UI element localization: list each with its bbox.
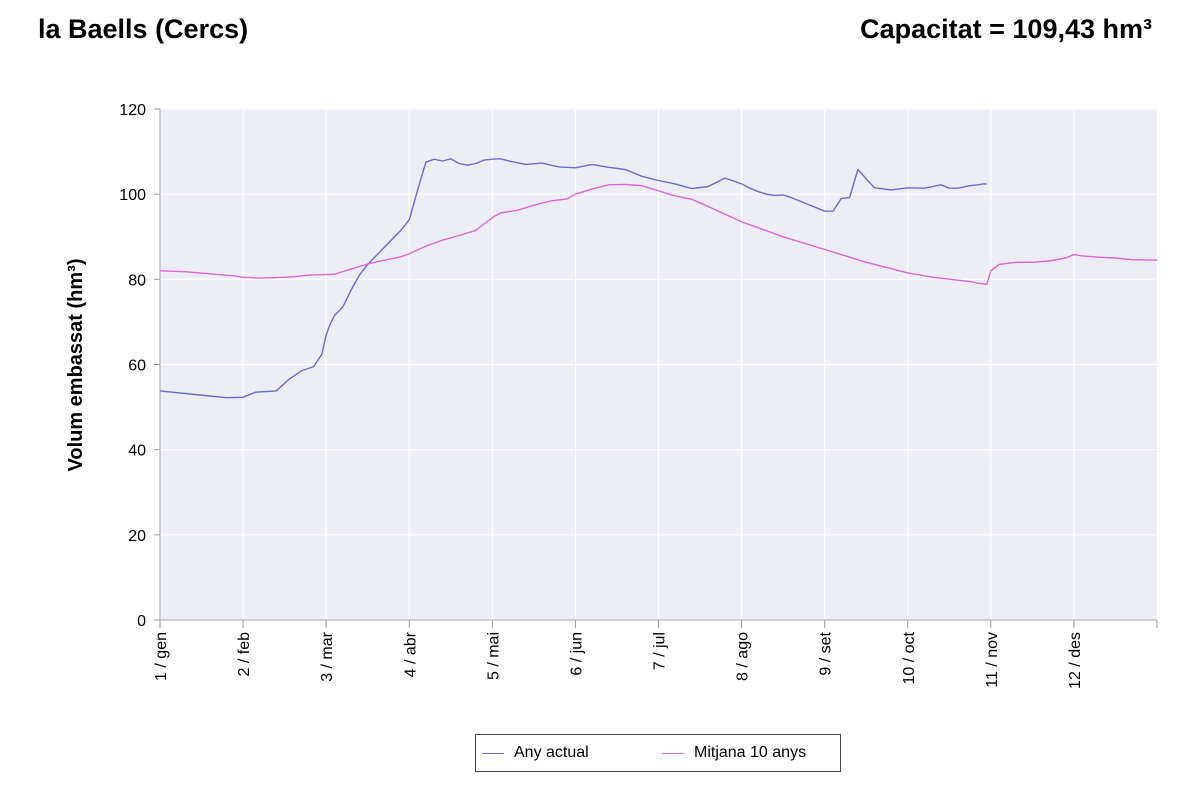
x-tick-label: 11 / nov [984, 632, 1001, 688]
x-tick-label: 10 / oct [901, 631, 918, 684]
y-tick-label: 40 [128, 443, 146, 460]
legend-swatch-any-actual [482, 753, 504, 754]
line-chart: 0 20 40 60 80 100 120 1 / gen 2 / feb 3 / mar 4 / … [65, 102, 1158, 689]
x-tick-label: 3 / mar [319, 631, 336, 681]
y-axis-label: Volum embassat (hm³) [65, 259, 87, 472]
y-tick-label: 80 [128, 272, 146, 289]
y-tick-label: 20 [128, 528, 146, 545]
x-tick-label: 12 / des [1067, 632, 1084, 689]
chart-title: la Baells (Cercs) [38, 14, 249, 44]
x-tick-label: 4 / abr [402, 631, 419, 677]
x-tick-label: 8 / ago [735, 632, 752, 681]
series-line-mitjana-10-anys [159, 183, 1158, 286]
series-line-any-actual [159, 158, 987, 399]
x-tick-label: 5 / mai [485, 632, 502, 680]
y-tick-label: 0 [137, 613, 146, 630]
legend-label-mitjana: Mitjana 10 anys [694, 744, 807, 761]
x-tick-label: 6 / jun [568, 632, 585, 676]
y-tick-label: 100 [119, 187, 146, 204]
x-tick-label: 7 / jul [652, 632, 669, 670]
x-tick-label: 9 / set [818, 631, 835, 675]
y-tick-label: 120 [119, 102, 146, 119]
x-tick-label: 1 / gen [153, 632, 170, 681]
legend-swatch-mitjana [662, 753, 684, 754]
capacity-label: Capacitat = 109,43 hm³ [860, 14, 1152, 44]
legend-label-any-actual: Any actual [514, 744, 589, 761]
chart-legend: Any actual Mitjana 10 anys [475, 734, 841, 772]
x-tick-label: 2 / feb [236, 632, 253, 677]
y-tick-label: 60 [128, 358, 146, 375]
